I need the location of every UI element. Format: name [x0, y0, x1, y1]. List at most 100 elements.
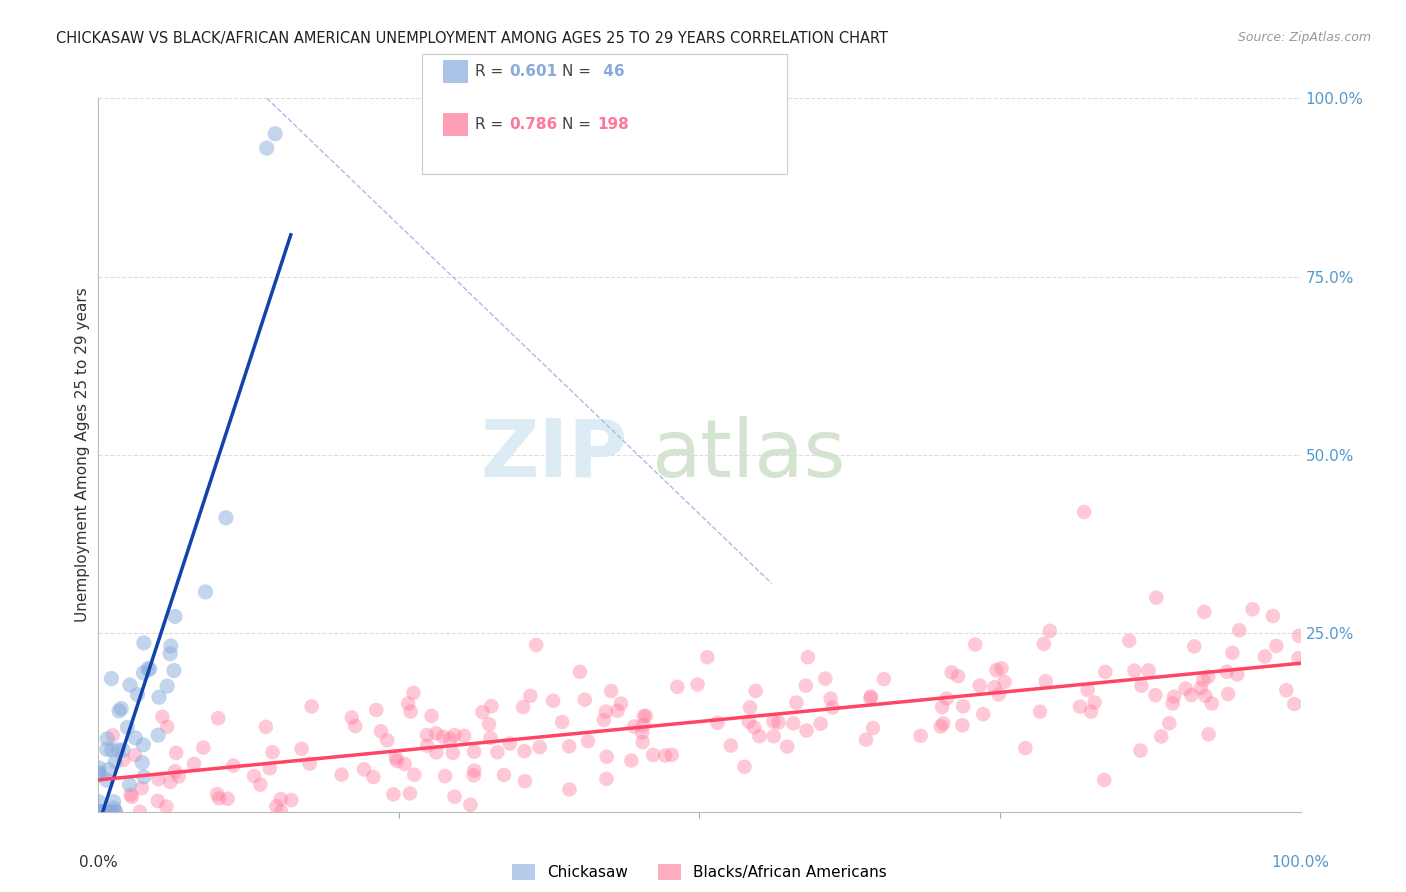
- Point: [402, 686, 425, 700]
- Point: [1288, 651, 1310, 665]
- Text: Source: ZipAtlas.com: Source: ZipAtlas.com: [1237, 31, 1371, 45]
- Point: [471, 705, 494, 719]
- Point: [595, 705, 617, 719]
- Point: [136, 662, 159, 676]
- Point: [631, 725, 654, 739]
- Point: [132, 665, 155, 680]
- Point: [1201, 697, 1223, 711]
- Point: [950, 718, 973, 732]
- Point: [1174, 681, 1197, 696]
- Point: [1222, 646, 1244, 660]
- Point: [1194, 689, 1216, 703]
- Point: [738, 714, 761, 729]
- Point: [432, 730, 454, 744]
- Point: [1241, 602, 1264, 616]
- Point: [340, 710, 363, 724]
- Point: [280, 793, 302, 807]
- Point: [1215, 665, 1237, 679]
- Point: [131, 756, 153, 770]
- Point: [776, 739, 799, 754]
- Point: [706, 715, 728, 730]
- Point: [855, 732, 877, 747]
- Point: [1077, 682, 1099, 697]
- Point: [696, 650, 718, 665]
- Point: [634, 709, 657, 723]
- Point: [111, 743, 134, 757]
- Point: [785, 696, 807, 710]
- Text: 46: 46: [598, 64, 624, 78]
- Point: [592, 713, 614, 727]
- Point: [463, 768, 485, 782]
- Point: [631, 735, 654, 749]
- Point: [1192, 673, 1215, 687]
- Point: [256, 141, 278, 155]
- Point: [97, 763, 120, 777]
- Point: [862, 721, 884, 735]
- Point: [969, 679, 991, 693]
- Point: [782, 716, 804, 731]
- Point: [1032, 637, 1054, 651]
- Point: [131, 781, 153, 796]
- Point: [499, 737, 522, 751]
- Point: [89, 768, 111, 782]
- Point: [1182, 640, 1205, 654]
- Point: [610, 697, 633, 711]
- Point: [163, 609, 186, 624]
- Point: [87, 761, 110, 775]
- Point: [1189, 681, 1212, 695]
- Point: [720, 739, 742, 753]
- Point: [463, 764, 485, 778]
- Point: [738, 700, 761, 714]
- Point: [416, 728, 439, 742]
- Point: [1080, 705, 1102, 719]
- Point: [1130, 679, 1153, 693]
- Text: 198: 198: [598, 118, 630, 132]
- Point: [159, 775, 181, 789]
- Point: [443, 728, 465, 742]
- Point: [551, 714, 574, 729]
- Point: [986, 663, 1008, 677]
- Point: [301, 699, 323, 714]
- Point: [768, 715, 790, 730]
- Point: [404, 768, 426, 782]
- Text: atlas: atlas: [651, 416, 846, 494]
- Text: R =: R =: [475, 118, 509, 132]
- Point: [814, 672, 837, 686]
- Point: [558, 739, 581, 754]
- Point: [366, 703, 388, 717]
- Point: [420, 709, 443, 723]
- Point: [146, 728, 169, 742]
- Point: [654, 748, 676, 763]
- Point: [208, 791, 231, 805]
- Point: [98, 805, 121, 819]
- Point: [96, 731, 118, 746]
- Point: [399, 705, 422, 719]
- Text: 0.601: 0.601: [509, 64, 557, 78]
- Point: [344, 719, 367, 733]
- Point: [661, 747, 683, 762]
- Point: [1029, 705, 1052, 719]
- Point: [993, 674, 1015, 689]
- Point: [633, 718, 655, 732]
- Point: [666, 680, 689, 694]
- Point: [972, 707, 994, 722]
- Point: [249, 778, 271, 792]
- Point: [132, 770, 155, 784]
- Point: [931, 700, 953, 714]
- Point: [156, 720, 179, 734]
- Point: [460, 797, 482, 812]
- Point: [595, 772, 617, 786]
- Point: [87, 765, 110, 780]
- Point: [686, 677, 709, 691]
- Point: [101, 728, 124, 742]
- Point: [600, 684, 623, 698]
- Point: [205, 787, 228, 801]
- Point: [443, 789, 465, 804]
- Point: [243, 769, 266, 783]
- Point: [159, 639, 181, 653]
- Point: [165, 764, 187, 779]
- Point: [193, 740, 215, 755]
- Point: [155, 799, 177, 814]
- Text: ZIP: ZIP: [479, 416, 627, 494]
- Text: N =: N =: [562, 118, 596, 132]
